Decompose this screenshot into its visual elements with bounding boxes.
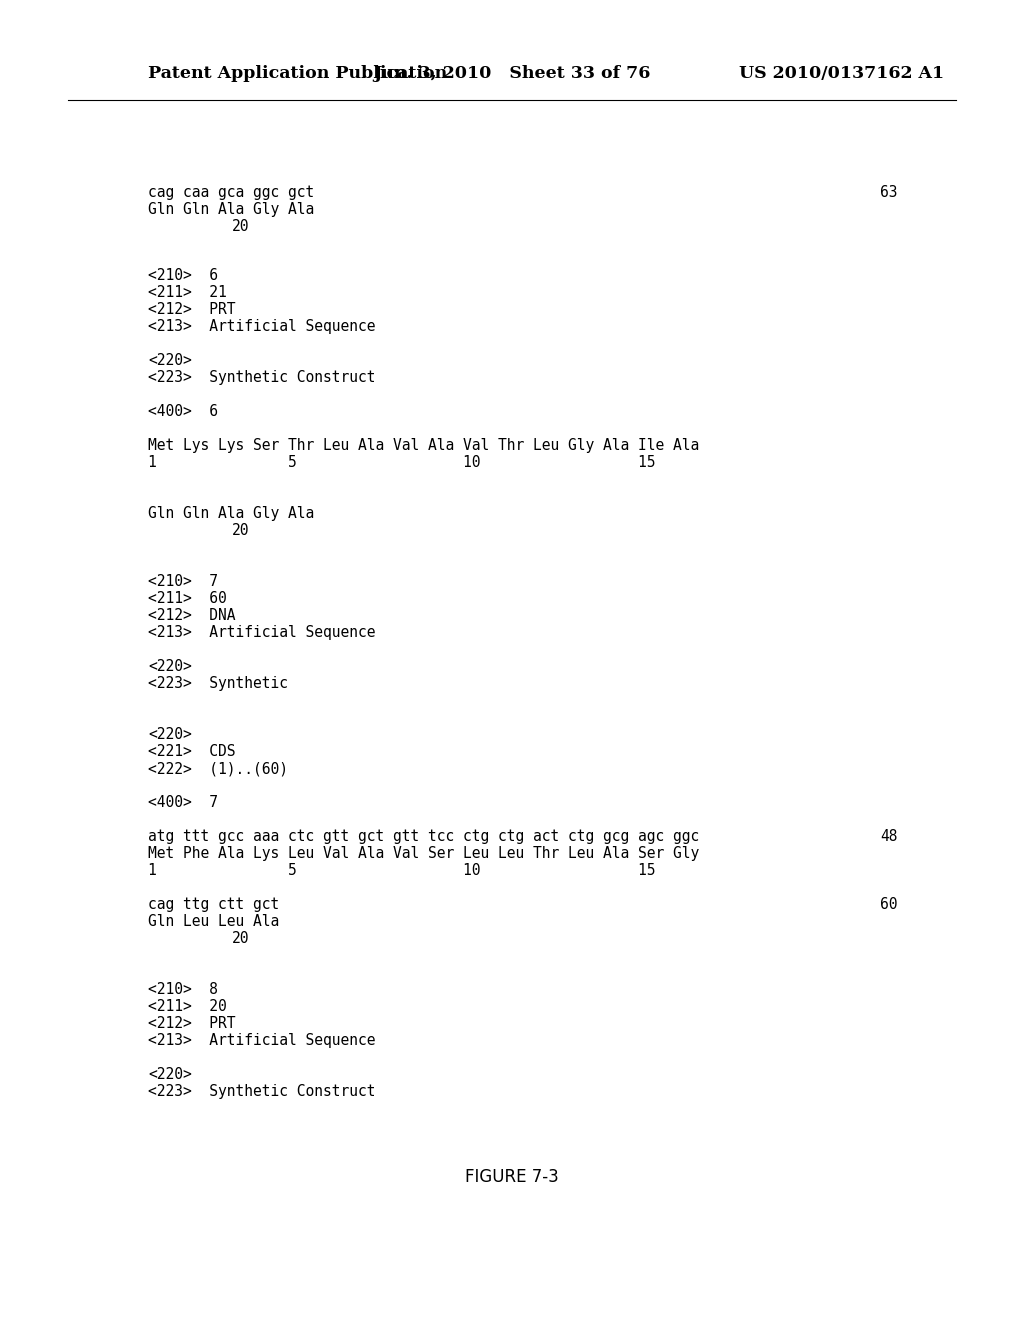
Text: <213>  Artificial Sequence: <213> Artificial Sequence xyxy=(148,1034,376,1048)
Text: <220>: <220> xyxy=(148,352,191,368)
Text: <223>  Synthetic Construct: <223> Synthetic Construct xyxy=(148,1084,376,1100)
Text: Gln Leu Leu Ala: Gln Leu Leu Ala xyxy=(148,913,280,929)
Text: 20: 20 xyxy=(232,219,250,234)
Text: 63: 63 xyxy=(880,185,897,201)
Text: <211>  60: <211> 60 xyxy=(148,591,226,606)
Text: Jun. 3, 2010   Sheet 33 of 76: Jun. 3, 2010 Sheet 33 of 76 xyxy=(374,65,650,82)
Text: <211>  20: <211> 20 xyxy=(148,999,226,1014)
Text: cag caa gca ggc gct: cag caa gca ggc gct xyxy=(148,185,314,201)
Text: <210>  6: <210> 6 xyxy=(148,268,218,282)
Text: <211>  21: <211> 21 xyxy=(148,285,226,300)
Text: 1               5                   10                  15: 1 5 10 15 xyxy=(148,863,655,878)
Text: <220>: <220> xyxy=(148,659,191,675)
Text: Met Phe Ala Lys Leu Val Ala Val Ser Leu Leu Thr Leu Ala Ser Gly: Met Phe Ala Lys Leu Val Ala Val Ser Leu … xyxy=(148,846,699,861)
Text: 20: 20 xyxy=(232,523,250,539)
Text: 1               5                   10                  15: 1 5 10 15 xyxy=(148,455,655,470)
Text: <213>  Artificial Sequence: <213> Artificial Sequence xyxy=(148,624,376,640)
Text: cag ttg ctt gct: cag ttg ctt gct xyxy=(148,898,280,912)
Text: Gln Gln Ala Gly Ala: Gln Gln Ala Gly Ala xyxy=(148,506,314,521)
Text: US 2010/0137162 A1: US 2010/0137162 A1 xyxy=(739,65,944,82)
Text: <220>: <220> xyxy=(148,727,191,742)
Text: <220>: <220> xyxy=(148,1067,191,1082)
Text: FIGURE 7-3: FIGURE 7-3 xyxy=(465,1168,559,1185)
Text: atg ttt gcc aaa ctc gtt gct gtt tcc ctg ctg act ctg gcg agc ggc: atg ttt gcc aaa ctc gtt gct gtt tcc ctg … xyxy=(148,829,699,843)
Text: <210>  8: <210> 8 xyxy=(148,982,218,997)
Text: Met Lys Lys Ser Thr Leu Ala Val Ala Val Thr Leu Gly Ala Ile Ala: Met Lys Lys Ser Thr Leu Ala Val Ala Val … xyxy=(148,438,699,453)
Text: <222>  (1)..(60): <222> (1)..(60) xyxy=(148,762,288,776)
Text: <212>  PRT: <212> PRT xyxy=(148,302,236,317)
Text: <221>  CDS: <221> CDS xyxy=(148,744,236,759)
Text: <223>  Synthetic Construct: <223> Synthetic Construct xyxy=(148,370,376,385)
Text: <212>  DNA: <212> DNA xyxy=(148,609,236,623)
Text: <400>  6: <400> 6 xyxy=(148,404,218,418)
Text: <400>  7: <400> 7 xyxy=(148,795,218,810)
Text: <212>  PRT: <212> PRT xyxy=(148,1016,236,1031)
Text: <213>  Artificial Sequence: <213> Artificial Sequence xyxy=(148,319,376,334)
Text: <210>  7: <210> 7 xyxy=(148,574,218,589)
Text: 20: 20 xyxy=(232,931,250,946)
Text: 48: 48 xyxy=(880,829,897,843)
Text: <223>  Synthetic: <223> Synthetic xyxy=(148,676,288,690)
Text: 60: 60 xyxy=(880,898,897,912)
Text: Gln Gln Ala Gly Ala: Gln Gln Ala Gly Ala xyxy=(148,202,314,216)
Text: Patent Application Publication: Patent Application Publication xyxy=(148,65,447,82)
